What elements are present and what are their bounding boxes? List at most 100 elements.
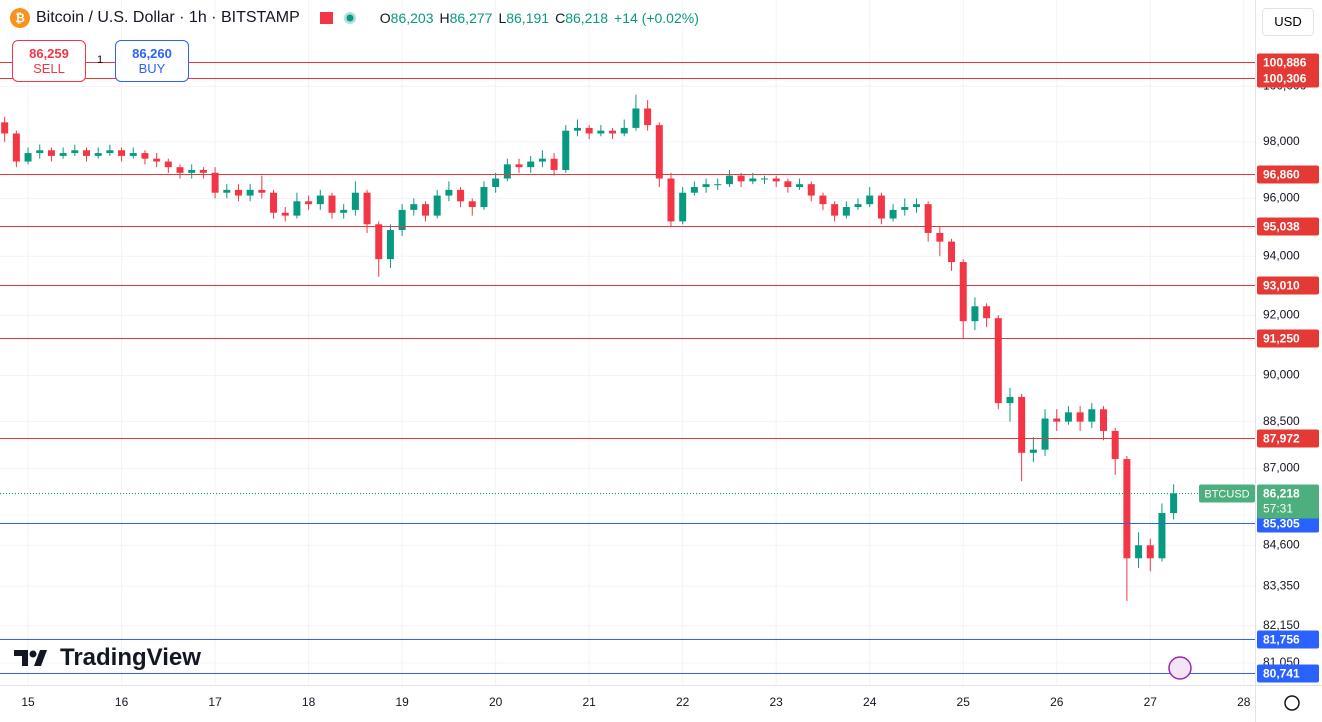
- level-tag: [1257, 429, 1319, 448]
- y-tick-label: 98,000: [1263, 134, 1300, 148]
- current-price-tag: [1257, 484, 1319, 519]
- candle-body: [188, 169, 196, 173]
- candle-body: [1088, 409, 1096, 422]
- candle-body: [761, 178, 769, 180]
- svg-text:₿: ₿: [15, 11, 25, 25]
- current-price-label: 86,218: [1263, 487, 1300, 501]
- logo-mark: [14, 650, 47, 666]
- currency-select[interactable]: USD: [1262, 8, 1314, 36]
- x-tick-label: 27: [1144, 695, 1158, 709]
- candle-body: [784, 181, 792, 188]
- candle-body: [702, 184, 710, 188]
- level-tag: [1257, 329, 1319, 348]
- x-tick-label: 21: [582, 695, 596, 709]
- level-label: 93,010: [1263, 279, 1300, 293]
- candle-body: [106, 150, 114, 154]
- ohlc-key: L: [498, 10, 507, 26]
- candle-body: [1041, 418, 1049, 450]
- candle-body: [47, 150, 55, 156]
- price-axis-bg: [1255, 0, 1322, 722]
- level-tag: [1257, 276, 1319, 295]
- y-tick-label: 84,600: [1263, 537, 1300, 551]
- ohlc-value: 86,203: [390, 10, 434, 26]
- header: ₿ Bitcoin / U.S. Dollar · 1h · BITSTAMP …: [10, 8, 699, 28]
- change: +14 (+0.02%): [614, 10, 699, 26]
- candle-body: [807, 184, 815, 196]
- candle-body: [164, 161, 172, 168]
- logo: TradingView: [14, 644, 201, 672]
- symbol-tag-bg: [1199, 484, 1255, 503]
- sell-button[interactable]: 86,259 SELL: [12, 40, 86, 82]
- candle-body: [199, 169, 207, 173]
- candle-body: [1, 122, 9, 134]
- candle-body: [527, 161, 535, 168]
- level-label: 87,972: [1263, 432, 1300, 446]
- candle-body: [457, 189, 465, 202]
- ohlc-value: 86,277: [449, 10, 493, 26]
- candle-body: [948, 241, 956, 263]
- candle-body: [246, 189, 254, 196]
- candle-body: [83, 150, 91, 156]
- candle-body: [1123, 459, 1131, 559]
- candle-body: [153, 158, 161, 162]
- candle-body: [515, 164, 523, 168]
- y-tick-label: 87,000: [1263, 461, 1300, 475]
- candle-body: [994, 318, 1002, 404]
- candle-body: [1064, 412, 1072, 422]
- candle-body: [819, 195, 827, 205]
- candle-body: [129, 153, 137, 156]
- x-tick-label: 22: [676, 695, 690, 709]
- status-icons: [319, 12, 356, 24]
- candle-body: [842, 207, 850, 216]
- candle-body: [866, 195, 874, 205]
- candle-body: [433, 195, 441, 216]
- candle-body: [386, 230, 394, 260]
- candle-body: [573, 127, 581, 131]
- candle-body: [410, 204, 418, 210]
- candle-body: [281, 212, 289, 216]
- candle-body: [492, 178, 500, 188]
- candle-body: [725, 175, 733, 185]
- candle-body: [831, 204, 839, 216]
- candle-body: [398, 209, 406, 231]
- candle-body: [983, 306, 991, 319]
- y-tick-label: 82,150: [1263, 618, 1300, 632]
- ohlc-item: O86,203: [380, 10, 434, 26]
- candle-body: [305, 201, 313, 205]
- countdown: 57:31: [1263, 502, 1293, 516]
- level-label: 91,250: [1263, 332, 1300, 346]
- replay-icon: [1168, 656, 1192, 680]
- symbol-tag: BTCUSD: [1204, 488, 1249, 500]
- candle-body: [714, 184, 722, 186]
- candle-body: [889, 209, 897, 219]
- candle-body: [538, 158, 546, 162]
- buy-label: BUY: [138, 61, 166, 76]
- candle-body: [1146, 545, 1154, 559]
- candle-body: [503, 164, 511, 179]
- level-label: 96,860: [1263, 168, 1300, 182]
- ohlc-item: C86,218: [555, 10, 608, 26]
- candle-body: [328, 195, 336, 213]
- x-tick-label: 24: [863, 695, 877, 709]
- candle-body: [667, 178, 675, 222]
- candle-body: [971, 306, 979, 322]
- candle-body: [632, 108, 640, 128]
- x-tick-label: 17: [208, 695, 222, 709]
- candle-body: [258, 189, 266, 193]
- level-tag: [1257, 514, 1319, 533]
- ohlc-key: H: [439, 10, 450, 26]
- candle-body: [480, 187, 488, 208]
- candle-body: [422, 204, 430, 216]
- candle-body: [609, 130, 617, 134]
- buy-button[interactable]: 86,260 BUY: [115, 40, 189, 82]
- ohlc-value: 86,218: [565, 10, 609, 26]
- candle-body: [655, 125, 663, 179]
- candle-body: [234, 189, 242, 196]
- candle-body: [1100, 409, 1108, 431]
- candle-body: [1158, 513, 1166, 559]
- ohlc-readout: O86,203 H86,277 L86,191 C86,218: [380, 10, 608, 26]
- x-tick-label: 25: [957, 695, 971, 709]
- level-label: 100,886: [1263, 56, 1307, 70]
